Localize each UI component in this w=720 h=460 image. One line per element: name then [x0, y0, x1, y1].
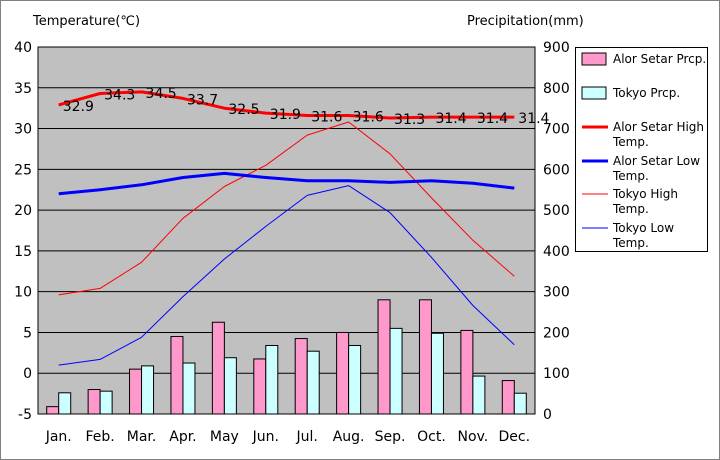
x-tick-label: Feb.: [86, 429, 115, 445]
bar: [336, 331, 350, 415]
plot-area: [37, 46, 536, 415]
legend-swatch: [581, 52, 607, 66]
legend-label: Tokyo Prcp.: [612, 86, 680, 100]
data-label: 34.5: [146, 86, 177, 102]
right-tick-label: 700: [543, 122, 570, 138]
data-label: 32.9: [63, 99, 94, 115]
legend-label: Alor Setar High Temp.: [612, 120, 704, 149]
left-tick-label: 10: [14, 285, 32, 301]
x-tick-label: Oct.: [417, 429, 446, 445]
bar: [348, 344, 362, 415]
data-label: 31.6: [353, 110, 384, 126]
series-line: [58, 90, 515, 120]
data-label: 31.9: [270, 107, 301, 123]
bar: [294, 338, 308, 415]
bar: [129, 368, 143, 415]
x-tick-label: Jun.: [252, 429, 279, 445]
bar: [182, 362, 196, 415]
legend-label: Tokyo High Temp.: [612, 187, 678, 216]
right-tick-label: 900: [543, 40, 570, 56]
bar: [265, 344, 279, 415]
bar: [211, 321, 225, 415]
bar: [87, 389, 101, 415]
right-tick-label: 600: [543, 162, 570, 178]
bar: [306, 350, 320, 415]
bar: [389, 327, 403, 415]
bar: [58, 392, 72, 415]
right-tick-label: 300: [543, 285, 570, 301]
x-tick-label: Apr.: [169, 429, 196, 445]
legend: Alor Setar Prcp. Tokyo Prcp. Alor Setar Hi…: [575, 47, 708, 252]
legend-label: Alor Setar Prcp.: [613, 52, 706, 66]
series-line: [58, 121, 515, 296]
data-label: 31.4: [518, 111, 549, 127]
right-tick-label: 100: [543, 366, 570, 382]
left-tick-label: 5: [23, 325, 32, 341]
left-tick-label: 15: [14, 244, 32, 260]
x-tick-label: Jul.: [296, 429, 318, 445]
bar: [223, 357, 237, 415]
x-tick-label: Mar.: [127, 429, 157, 445]
bar: [141, 365, 155, 415]
bar: [377, 299, 391, 415]
x-tick-label: Aug.: [333, 429, 365, 445]
left-tick-label: 25: [14, 162, 32, 178]
left-tick-label: -5: [18, 407, 32, 423]
right-tick-label: 500: [543, 203, 570, 219]
right-tick-label: 200: [543, 325, 570, 341]
bar: [460, 329, 474, 415]
bar: [501, 380, 515, 415]
data-label: 32.5: [228, 102, 259, 118]
bar: [472, 375, 486, 415]
data-label: 31.4: [435, 111, 466, 127]
data-label: 31.3: [394, 112, 425, 128]
legend-label: Tokyo Low Temp.: [612, 221, 674, 250]
data-label: 34.3: [104, 87, 135, 103]
bar: [170, 336, 184, 415]
right-tick-label: 400: [543, 244, 570, 260]
bar: [430, 332, 444, 415]
x-tick-label: Sep.: [375, 429, 406, 445]
bar: [513, 392, 527, 415]
left-tick-label: 0: [23, 366, 32, 382]
left-tick-label: 35: [14, 81, 32, 97]
legend-label: Alor Setar Low Temp.: [612, 154, 700, 183]
data-label: 31.4: [477, 111, 508, 127]
bar: [46, 406, 60, 415]
x-tick-label: Jan.: [45, 429, 72, 445]
series-line: [58, 185, 515, 366]
x-tick-label: May: [210, 429, 239, 445]
series-line: [58, 171, 515, 196]
data-label: 33.7: [187, 92, 218, 108]
bar: [253, 358, 267, 415]
right-tick-label: 800: [543, 81, 570, 97]
x-tick-label: Dec.: [499, 429, 531, 445]
left-tick-label: 20: [14, 203, 32, 219]
x-tick-label: Nov.: [458, 429, 489, 445]
right-tick-label: 0: [543, 407, 552, 423]
legend-swatch: [581, 86, 607, 100]
bar: [99, 390, 113, 415]
data-label: 31.6: [311, 110, 342, 126]
right-axis-title: Precipitation(mm): [467, 14, 584, 29]
left-tick-label: 40: [14, 40, 32, 56]
legend-entries: Alor Setar Prcp. Tokyo Prcp. Alor Setar Hi…: [581, 52, 706, 250]
left-tick-label: 30: [14, 122, 32, 138]
left-axis-title: Temperature(℃): [33, 14, 141, 29]
bar: [418, 299, 432, 415]
